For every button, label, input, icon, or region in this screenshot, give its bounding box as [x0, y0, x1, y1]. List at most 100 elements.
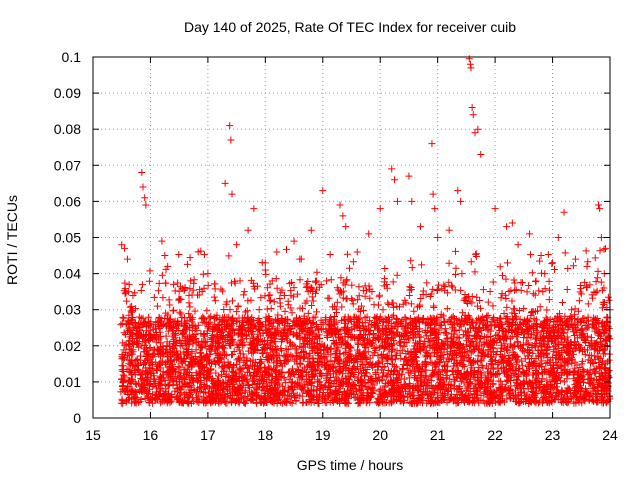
data-point: [575, 297, 583, 305]
data-point: [121, 331, 129, 339]
data-point: [194, 392, 202, 400]
data-point: [503, 303, 511, 311]
data-point: [290, 284, 298, 292]
data-point: [551, 392, 559, 400]
data-point: [507, 342, 515, 350]
data-point: [391, 351, 399, 359]
data-point: [200, 251, 208, 259]
data-point: [538, 328, 546, 336]
data-point: [413, 303, 421, 311]
data-point: [210, 293, 218, 301]
data-point: [354, 339, 362, 347]
data-point: [434, 286, 442, 294]
data-point: [452, 264, 460, 272]
data-point: [139, 321, 147, 329]
data-point: [445, 259, 453, 267]
data-point: [406, 283, 414, 291]
data-point: [368, 288, 376, 296]
data-point: [432, 360, 440, 368]
data-point: [197, 349, 205, 357]
data-point: [343, 295, 351, 303]
data-point: [503, 313, 511, 321]
data-point: [545, 277, 553, 285]
data-point: [165, 296, 173, 304]
data-point: [171, 287, 179, 295]
data-point: [479, 348, 487, 356]
data-point: [523, 334, 531, 342]
data-point: [338, 317, 346, 325]
data-point: [498, 290, 506, 298]
data-point: [119, 313, 127, 321]
data-point: [501, 340, 509, 348]
data-point: [468, 299, 476, 307]
data-point: [476, 296, 484, 304]
data-point: [374, 352, 382, 360]
data-point: [517, 286, 525, 294]
data-point: [476, 384, 484, 392]
data-point: [282, 245, 290, 253]
data-point: [212, 369, 220, 377]
data-point: [361, 282, 369, 290]
data-point: [441, 317, 449, 325]
data-point: [383, 373, 391, 381]
data-point: [258, 358, 266, 366]
data-point: [536, 303, 544, 311]
data-point: [519, 347, 527, 355]
data-point: [538, 269, 546, 277]
data-point: [299, 399, 307, 407]
data-point: [183, 260, 191, 268]
data-point: [465, 293, 473, 301]
data-point: [462, 373, 470, 381]
data-point: [228, 367, 236, 375]
data-point: [557, 314, 565, 322]
data-point: [475, 363, 483, 371]
data-point: [188, 362, 196, 370]
data-point: [532, 277, 540, 285]
data-point: [568, 306, 576, 314]
data-point: [343, 276, 351, 284]
data-point: [402, 299, 410, 307]
data-point: [360, 331, 368, 339]
data-point: [451, 346, 459, 354]
data-point: [219, 344, 227, 352]
data-point: [369, 377, 377, 385]
data-point: [497, 377, 505, 385]
data-point: [226, 306, 234, 314]
data-point: [235, 340, 243, 348]
data-point: [465, 381, 473, 389]
data-point: [288, 309, 296, 317]
data-point: [561, 249, 569, 257]
data-point: [458, 270, 466, 278]
data-point: [375, 301, 383, 309]
data-point: [211, 297, 219, 305]
data-point: [135, 313, 143, 321]
data-point: [452, 247, 460, 255]
data-point: [337, 274, 345, 282]
data-point: [489, 302, 497, 310]
data-point: [244, 392, 252, 400]
data-point: [280, 351, 288, 359]
data-point: [185, 291, 193, 299]
data-point: [274, 379, 282, 387]
data-point: [363, 365, 371, 373]
data-point: [406, 315, 414, 323]
data-point: [299, 340, 307, 348]
data-point: [354, 340, 362, 348]
data-point: [511, 287, 519, 295]
data-point: [185, 310, 193, 318]
data-point: [472, 334, 480, 342]
data-point: [408, 264, 416, 272]
data-point: [349, 296, 357, 304]
data-point: [237, 365, 245, 373]
data-point: [180, 286, 188, 294]
data-point: [207, 312, 215, 320]
data-point: [504, 259, 512, 267]
data-point: [349, 258, 357, 266]
data-point: [390, 311, 398, 319]
data-point: [180, 366, 188, 374]
data-point: [343, 250, 351, 258]
data-point: [240, 291, 248, 299]
data-point: [280, 291, 288, 299]
data-point: [605, 356, 613, 364]
data-point: [531, 291, 539, 299]
